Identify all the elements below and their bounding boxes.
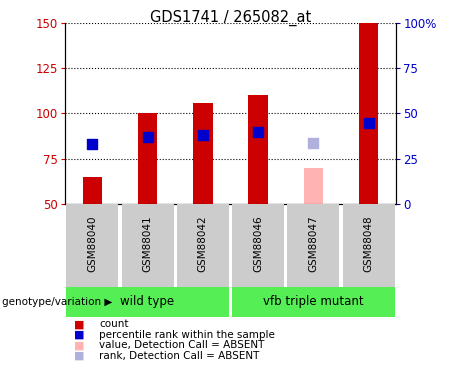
Text: vfb triple mutant: vfb triple mutant [263, 296, 364, 308]
Text: ■: ■ [74, 330, 84, 340]
Bar [304, 168, 323, 204]
Bar [66, 287, 229, 317]
Text: GSM88048: GSM88048 [364, 216, 374, 272]
Bar [177, 204, 229, 287]
Bar [359, 22, 378, 204]
Bar [288, 204, 339, 287]
Bar [248, 95, 268, 204]
Point [89, 141, 96, 147]
Bar [83, 177, 102, 204]
Bar [232, 287, 395, 317]
Text: GSM88041: GSM88041 [142, 216, 153, 272]
Bar [343, 204, 395, 287]
Text: value, Detection Call = ABSENT: value, Detection Call = ABSENT [99, 340, 265, 350]
Text: ■: ■ [74, 320, 84, 329]
Text: GSM88042: GSM88042 [198, 216, 208, 272]
Bar [138, 113, 157, 204]
Text: percentile rank within the sample: percentile rank within the sample [99, 330, 275, 340]
Bar [193, 102, 213, 204]
Text: wild type: wild type [120, 296, 175, 308]
Point [365, 120, 372, 126]
Point [144, 134, 151, 140]
Bar [66, 204, 118, 287]
Text: GDS1741 / 265082_at: GDS1741 / 265082_at [150, 9, 311, 26]
Text: ■: ■ [74, 351, 84, 361]
Bar [122, 204, 173, 287]
Bar [232, 204, 284, 287]
Point [310, 140, 317, 146]
Text: GSM88046: GSM88046 [253, 216, 263, 272]
Text: GSM88047: GSM88047 [308, 216, 319, 272]
Text: count: count [99, 320, 129, 329]
Point [199, 132, 207, 138]
Text: genotype/variation ▶: genotype/variation ▶ [2, 297, 112, 307]
Text: ■: ■ [74, 340, 84, 350]
Text: rank, Detection Call = ABSENT: rank, Detection Call = ABSENT [99, 351, 260, 361]
Text: GSM88040: GSM88040 [87, 216, 97, 272]
Point [254, 129, 262, 135]
